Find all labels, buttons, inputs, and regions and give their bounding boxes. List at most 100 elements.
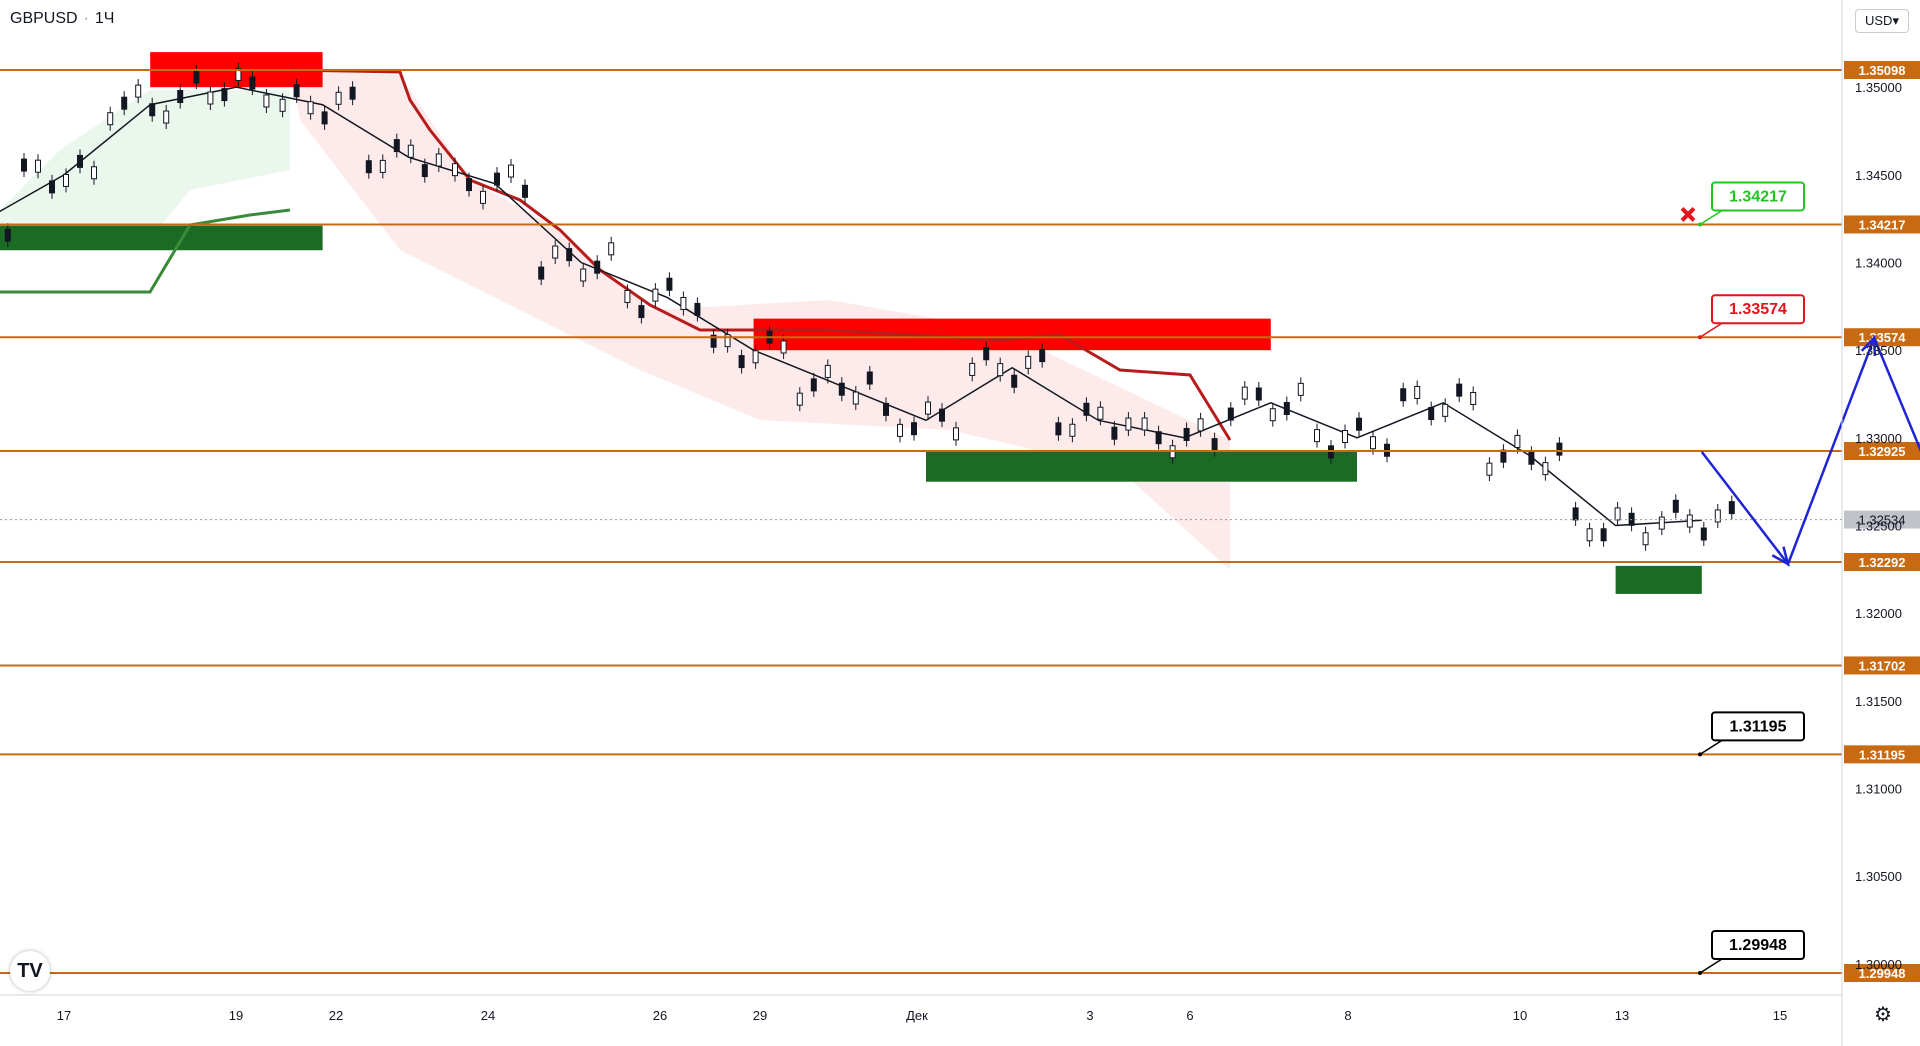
- candle-body: [969, 362, 976, 376]
- candle-body: [724, 334, 731, 348]
- candle-body: [135, 84, 142, 98]
- candle-body: [1283, 402, 1290, 416]
- candle-body: [1400, 388, 1407, 402]
- x-tick-label: 24: [481, 1008, 495, 1023]
- candle-body: [883, 402, 889, 416]
- candle-body: [466, 178, 472, 192]
- candle-body: [121, 96, 128, 110]
- candle-body: [997, 363, 1004, 377]
- candle-body: [1428, 407, 1435, 421]
- candle-body: [1686, 514, 1693, 528]
- support-zone: [0, 225, 323, 251]
- candle-body: [279, 98, 286, 112]
- y-tick-label: 1.33500: [1855, 343, 1902, 358]
- candle-body: [1658, 516, 1665, 530]
- level-axis-label: 1.32925: [1859, 444, 1906, 459]
- y-tick-label: 1.34500: [1855, 168, 1902, 183]
- gear-icon[interactable]: ⚙: [1874, 1004, 1892, 1026]
- level-axis-tag: [1844, 656, 1920, 675]
- candle-body: [107, 112, 114, 126]
- currency-button[interactable]: USD▾: [1855, 9, 1909, 33]
- callout-anchor: [1698, 752, 1702, 757]
- current-price-tag: [1844, 510, 1920, 529]
- y-tick-label: 1.32500: [1855, 519, 1902, 534]
- candle-body: [421, 164, 428, 178]
- forecast-layer: [1700, 334, 1920, 567]
- x-tick-label: 13: [1615, 1008, 1629, 1023]
- candle-body: [149, 103, 156, 117]
- y-tick-label: 1.30500: [1855, 869, 1902, 884]
- candle-body: [666, 277, 673, 291]
- candle-body: [1342, 430, 1348, 444]
- candle-body: [1542, 462, 1549, 476]
- level-axis-tag: [1844, 61, 1920, 79]
- candle-body: [1269, 408, 1276, 422]
- x-tick-label: 19: [229, 1008, 243, 1023]
- candle-body: [1155, 431, 1162, 445]
- candle-body: [680, 296, 687, 310]
- candle-body: [1055, 422, 1062, 436]
- candle-body: [594, 260, 601, 274]
- candle-body: [780, 340, 787, 354]
- candle-body: [63, 173, 69, 187]
- candle-body: [1211, 438, 1218, 452]
- resistance-zone: [753, 318, 1271, 351]
- current-price-label: 1.32534: [1859, 513, 1906, 528]
- candle-body: [897, 423, 903, 437]
- trailing-stop-down: [289, 68, 1232, 441]
- candle-body: [207, 91, 214, 105]
- candle-body: [624, 289, 631, 303]
- callout-anchor: [1698, 971, 1702, 975]
- candle-body: [91, 166, 97, 180]
- level-axis-tag: [1844, 745, 1920, 764]
- callout-anchor: [1698, 222, 1702, 227]
- candle-body: [1714, 509, 1721, 523]
- symbol-name: GBPUSD: [10, 10, 78, 27]
- support-zone: [926, 451, 1357, 482]
- callout-box: [1711, 181, 1805, 212]
- x-tick-label: 17: [57, 1008, 71, 1023]
- level-axis-tag: [1844, 442, 1920, 461]
- tradingview-logo-icon[interactable]: TV: [10, 951, 50, 991]
- y-tick-label: 1.30000: [1855, 957, 1902, 972]
- candle-body: [1025, 355, 1032, 369]
- x-tick-label: 10: [1513, 1008, 1527, 1023]
- callout-label: 1.33574: [1729, 301, 1787, 318]
- candle-body: [1297, 382, 1304, 396]
- candle-body: [911, 422, 917, 436]
- candle-body: [580, 268, 587, 282]
- candle-body: [1470, 391, 1477, 405]
- candle-body: [652, 288, 659, 302]
- candle-body: [552, 245, 559, 259]
- candle-body: [321, 111, 328, 125]
- y-tick-label: 1.35000: [1855, 80, 1902, 95]
- candle-body: [480, 190, 486, 204]
- candle-body: [1456, 383, 1463, 397]
- candle-body: [1514, 434, 1521, 448]
- candle-body: [77, 154, 83, 168]
- candle-body: [1572, 507, 1579, 521]
- candle-body: [1614, 507, 1621, 521]
- symbol-header[interactable]: GBPUSD · 1Ч: [10, 10, 114, 28]
- level-axis-label: 1.34217: [1859, 217, 1906, 232]
- candle-body: [49, 180, 55, 194]
- zone-layer: [0, 52, 1702, 594]
- candle-body: [365, 160, 372, 174]
- x-tick-label: 29: [753, 1008, 767, 1023]
- candle-body: [738, 355, 745, 369]
- candle-body: [263, 94, 270, 108]
- candle-body: [35, 159, 41, 173]
- candle-body: [1700, 527, 1707, 541]
- level-axis-label: 1.29948: [1859, 966, 1906, 981]
- candle-body: [1600, 528, 1607, 542]
- candle-body: [452, 163, 458, 177]
- candle-body: [1197, 418, 1204, 432]
- candle-body: [752, 350, 759, 364]
- timeframe-label: 1Ч: [94, 10, 115, 27]
- candle-body: [1556, 442, 1563, 456]
- candle-body: [1255, 387, 1262, 401]
- x-tick-label: 26: [653, 1008, 667, 1023]
- candle-body: [796, 392, 803, 406]
